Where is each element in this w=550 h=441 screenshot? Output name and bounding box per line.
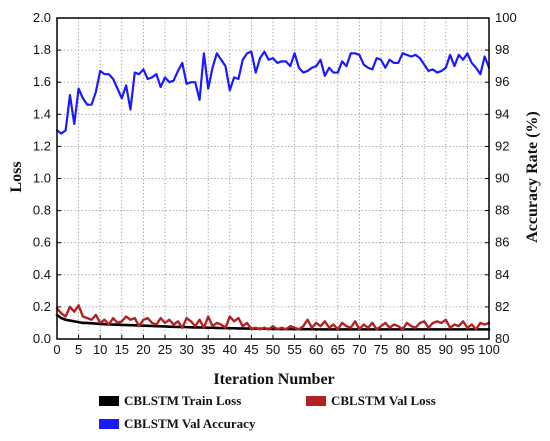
x-tick-label: 10 xyxy=(93,342,107,357)
legend-swatch-train-loss xyxy=(99,396,119,406)
x-tick-label: 75 xyxy=(374,342,388,357)
y-tick-label: 1.8 xyxy=(33,42,51,57)
x-tick-label: 20 xyxy=(136,342,150,357)
x-tick-label: 5 xyxy=(75,342,82,357)
y2-axis-ticks: 80 82 84 86 88 90 92 94 96 98 100 xyxy=(485,10,517,346)
legend-label-train-loss: CBLSTM Train Loss xyxy=(124,393,241,408)
y2-tick-label: 92 xyxy=(495,138,509,153)
y-tick-label: 1.4 xyxy=(33,106,51,121)
y-tick-label: 0.2 xyxy=(33,299,51,314)
x-tick-label: 70 xyxy=(352,342,366,357)
y2-tick-label: 82 xyxy=(495,299,509,314)
y-tick-label: 1.2 xyxy=(33,138,51,153)
x-tick-label: 25 xyxy=(158,342,172,357)
x-tick-label: 80 xyxy=(395,342,409,357)
series-lines xyxy=(55,50,491,331)
x-tick-label: 55 xyxy=(287,342,301,357)
y-tick-label: 1.0 xyxy=(33,171,51,186)
y-tick-label: 1.6 xyxy=(33,74,51,89)
y2-tick-label: 88 xyxy=(495,203,509,218)
y2-tick-label: 84 xyxy=(495,267,509,282)
legend-swatch-val-accuracy xyxy=(99,419,119,429)
x-tick-label: 0 xyxy=(53,342,60,357)
x-tick-label: 90 xyxy=(439,342,453,357)
y2-tick-label: 86 xyxy=(495,235,509,250)
x-tick-label: 30 xyxy=(179,342,193,357)
x-axis-label: Iteration Number xyxy=(213,371,334,388)
x-tick-label: 95 xyxy=(460,342,474,357)
x-tick-label: 60 xyxy=(309,342,323,357)
legend-label-val-loss: CBLSTM Val Loss xyxy=(331,393,436,408)
series-train-loss-line xyxy=(55,313,491,331)
y-tick-label: 2.0 xyxy=(33,10,51,25)
x-tick-label: 100 xyxy=(478,342,500,357)
x-tick-label: 65 xyxy=(331,342,345,357)
y2-tick-label: 96 xyxy=(495,74,509,89)
y-tick-label: 0.6 xyxy=(33,235,51,250)
y-tick-label: 0.0 xyxy=(33,331,51,346)
x-axis-ticks: 0 5 10 15 20 25 30 35 40 45 50 55 60 65 70 75 80 85 90 95 10… xyxy=(53,335,500,357)
series-val-loss-line xyxy=(55,304,491,331)
y2-tick-label: 98 xyxy=(495,42,509,57)
x-tick-label: 15 xyxy=(115,342,129,357)
legend: CBLSTM Train Loss CBLSTM Val Loss CBLSTM… xyxy=(99,393,436,431)
x-tick-label: 85 xyxy=(417,342,431,357)
legend-label-val-accuracy: CBLSTM Val Accuracy xyxy=(124,416,256,431)
x-tick-label: 35 xyxy=(201,342,215,357)
y-axis-label: Loss xyxy=(8,161,25,192)
series-val-accuracy-line xyxy=(55,50,491,135)
y-axis-ticks: 0.0 0.2 0.4 0.6 0.8 1.0 1.2 1.4 1.6 1.8 2.0 xyxy=(33,10,61,346)
y-tick-label: 0.8 xyxy=(33,203,51,218)
y2-tick-label: 100 xyxy=(495,10,517,25)
x-tick-label: 40 xyxy=(223,342,237,357)
x-tick-label: 50 xyxy=(266,342,280,357)
y2-tick-label: 94 xyxy=(495,106,509,121)
y2-tick-label: 80 xyxy=(495,331,509,346)
y2-tick-label: 90 xyxy=(495,171,509,186)
x-tick-label: 45 xyxy=(244,342,258,357)
y2-axis-label: Accuracy Rate (%) xyxy=(524,111,541,243)
legend-swatch-val-loss xyxy=(306,396,326,406)
y-tick-label: 0.4 xyxy=(33,267,51,282)
